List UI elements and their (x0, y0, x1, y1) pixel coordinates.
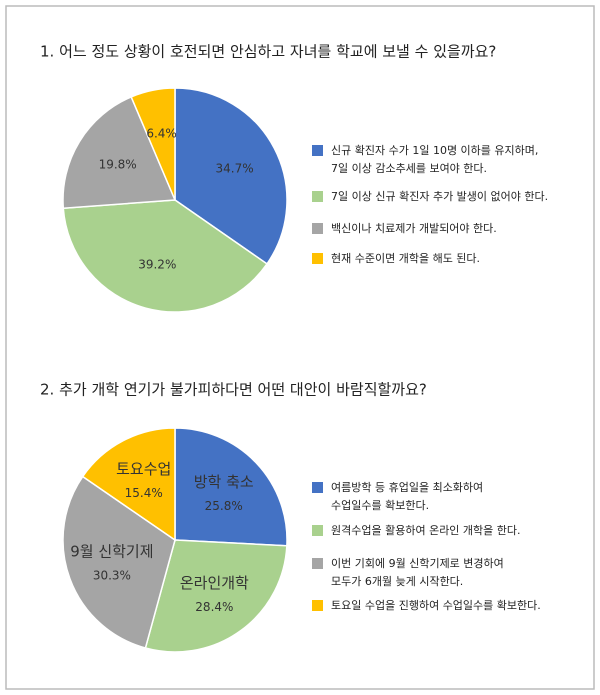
pie-slice (62, 475, 176, 649)
legend-swatch (312, 525, 323, 536)
legend-label: 원격수업을 활용하여 온라인 개학을 한다. (331, 523, 521, 537)
legend-label: 신규 확진자 수가 1일 10명 이하를 유지하며, (331, 143, 538, 157)
pie-slice (81, 427, 176, 542)
value-label: 30.3% (93, 569, 131, 583)
legend-swatch (312, 223, 323, 234)
slice-label: 방학 축소 (194, 473, 254, 491)
legend-swatch (312, 253, 323, 264)
chart-title: 2. 추가 개학 연기가 불가피하다면 어떤 대안이 바람직할까요? (40, 381, 427, 399)
chart-title: 1. 어느 정도 상황이 호전되면 안심하고 자녀를 학교에 보낼 수 있을까요… (40, 43, 496, 61)
value-label: 6.4% (146, 127, 177, 141)
legend-swatch (312, 600, 323, 611)
slice-label: 토요수업 (116, 460, 171, 478)
legend-label: 7일 이상 감소추세를 보여야 한다. (331, 161, 487, 175)
legend-label: 7일 이상 신규 확진자 추가 발생이 없어야 한다. (331, 189, 548, 203)
pie-slice (62, 199, 269, 313)
legend-swatch (312, 482, 323, 493)
slice-label: 온라인개학 (180, 574, 249, 592)
pie-slice (130, 87, 176, 201)
pie-slice (62, 95, 177, 210)
legend-label: 수업일수를 확보한다. (331, 498, 429, 512)
pie-slice (144, 539, 288, 653)
legend-label: 백신이나 치료제가 개발되어야 한다. (331, 222, 497, 235)
value-label: 34.7% (215, 161, 253, 175)
legend-label: 모두가 6개월 늦게 시작한다. (331, 575, 463, 588)
value-label: 28.4% (195, 600, 233, 614)
slice-label: 9월 신학기제 (70, 543, 153, 561)
value-label: 39.2% (138, 257, 176, 271)
value-label: 15.4% (125, 486, 163, 500)
legend-label: 토요일 수업을 진행하여 수업일수를 확보한다. (331, 598, 541, 612)
value-label: 25.8% (205, 499, 243, 513)
value-label: 19.8% (99, 158, 137, 172)
legend-swatch (312, 145, 323, 156)
legend-swatch (312, 558, 323, 569)
legend-label: 이번 기회에 9월 신학기제로 변경하여 (331, 556, 504, 570)
pie-slice (174, 427, 288, 547)
legend-label: 현재 수준이면 개학을 해도 된다. (331, 251, 480, 265)
pie-slice (174, 87, 288, 265)
legend-swatch (312, 191, 323, 202)
legend-label: 여름방학 등 휴업일을 최소화하여 (331, 480, 483, 494)
